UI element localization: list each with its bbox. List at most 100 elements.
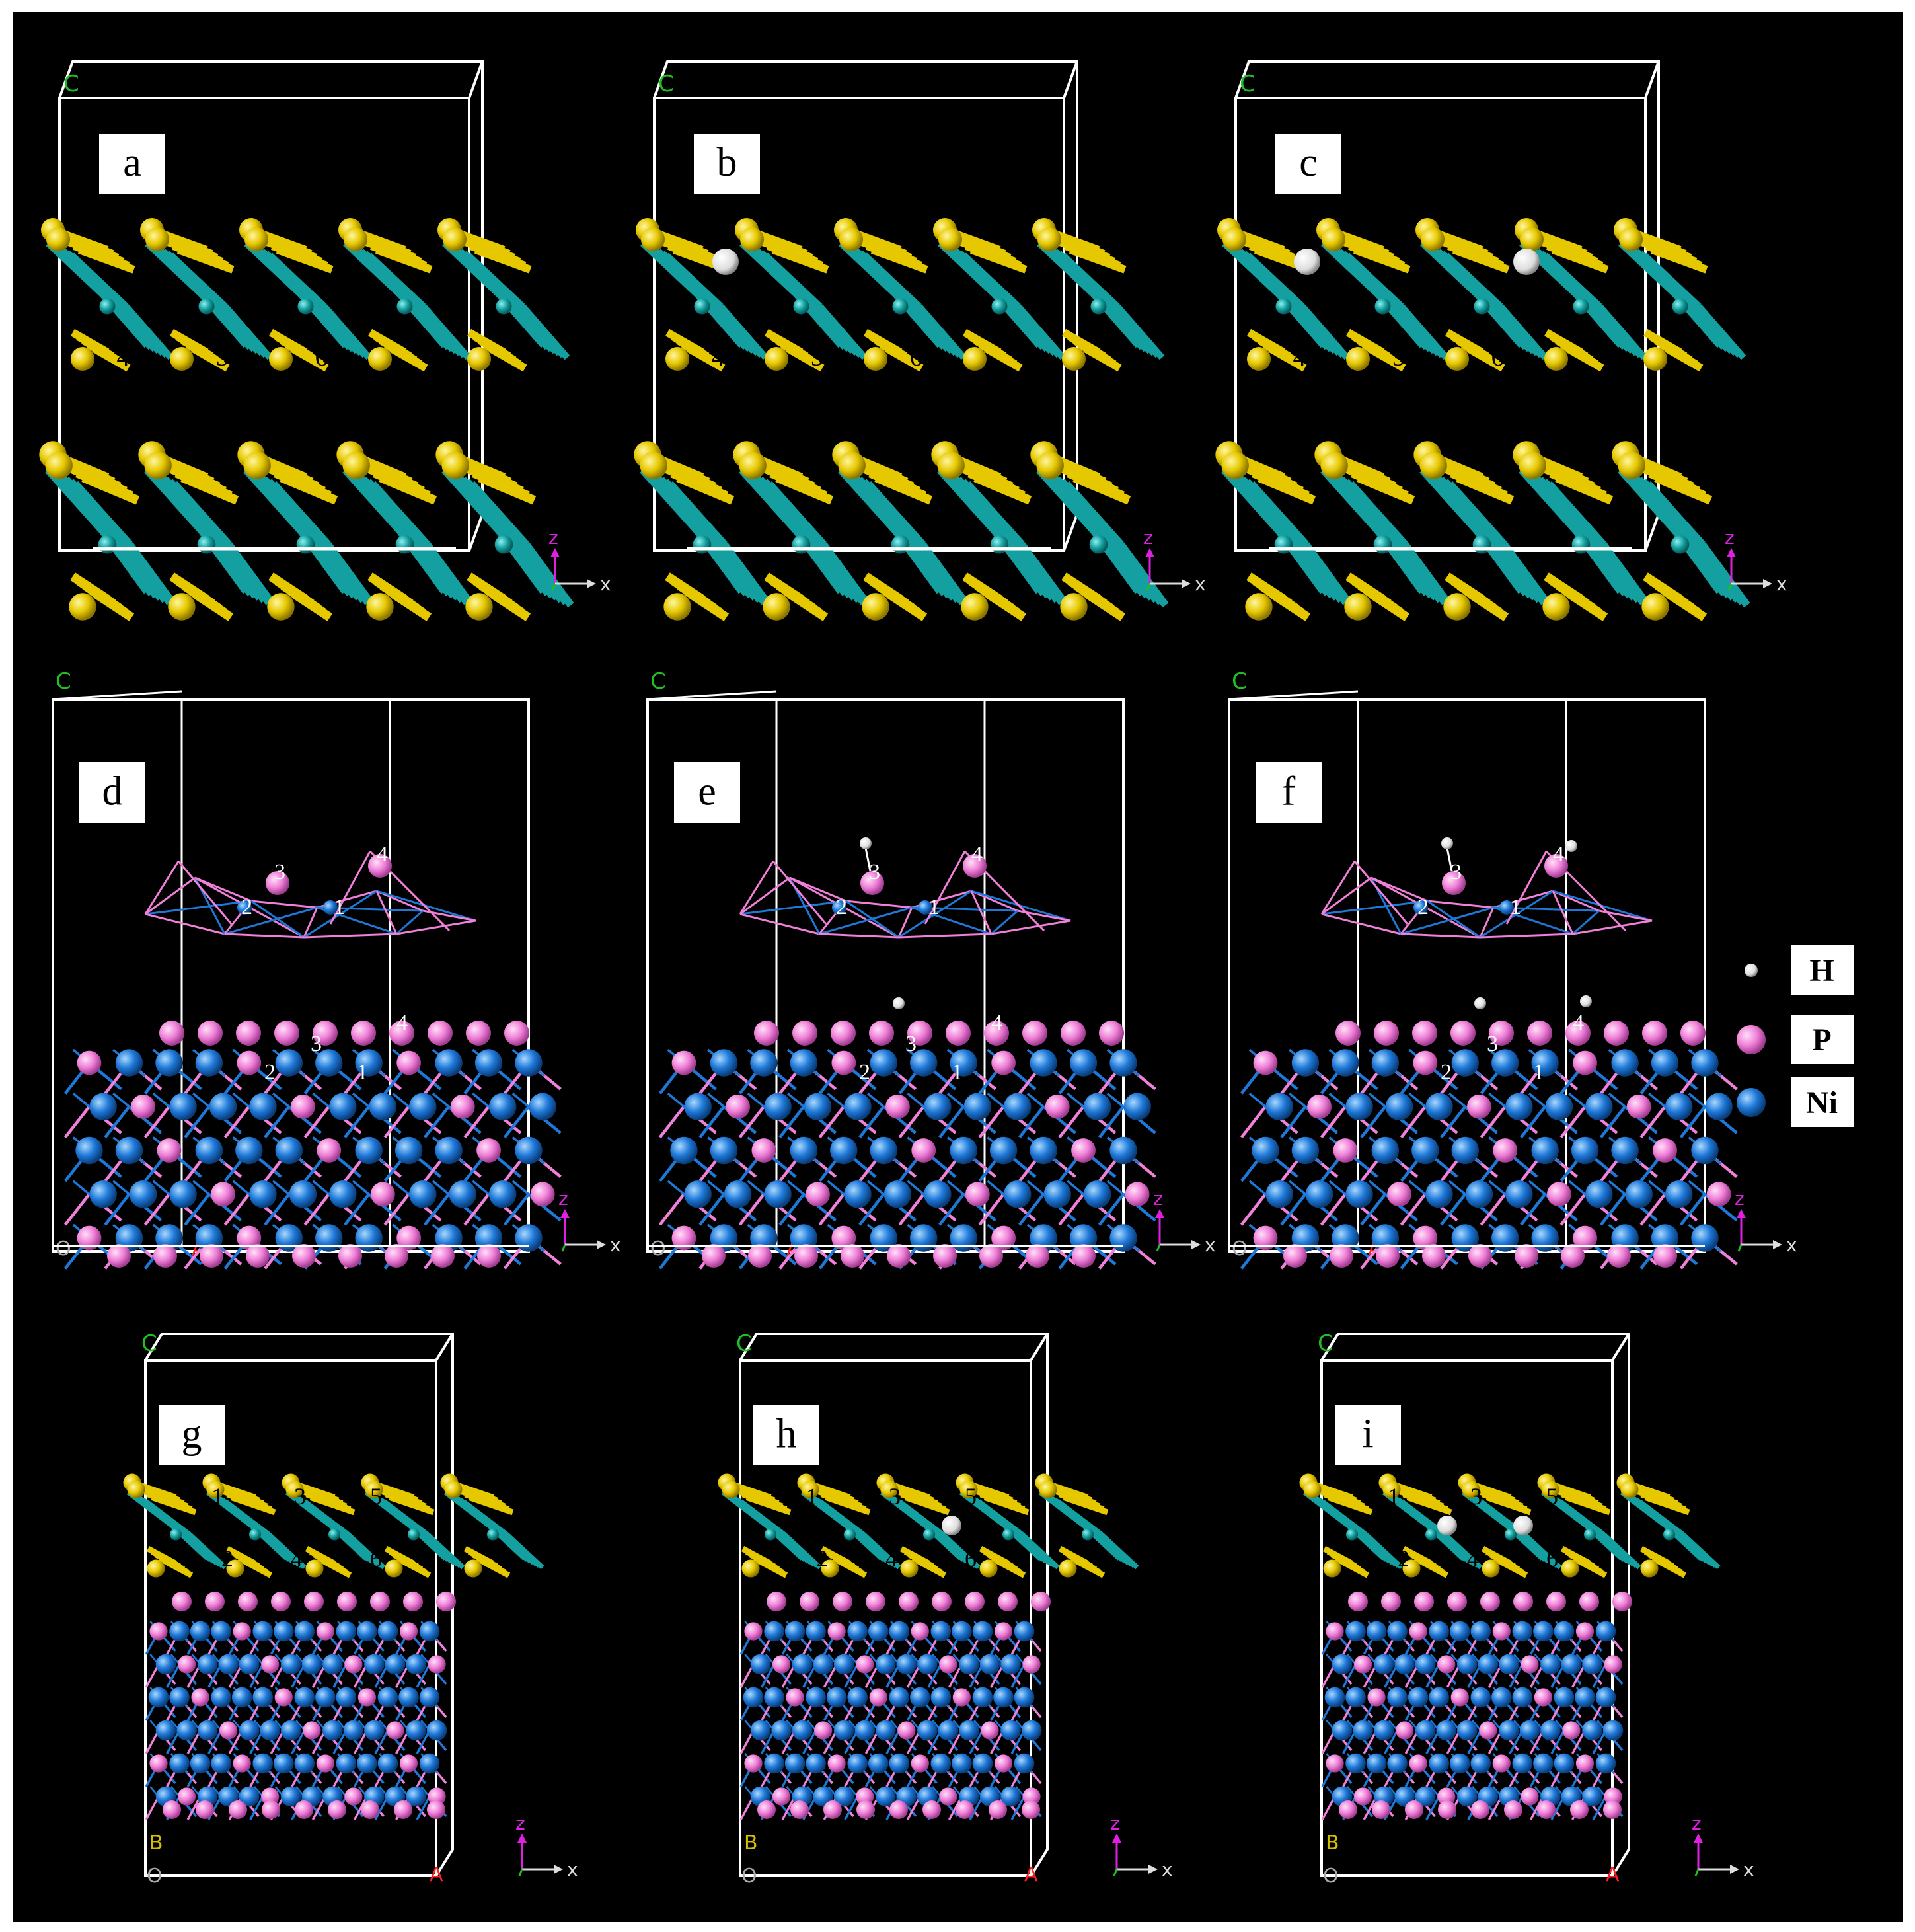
mo-s-bond — [505, 1532, 544, 1570]
ni-p-bond — [778, 1105, 806, 1139]
sulfur-atom — [243, 451, 271, 479]
s-bond — [771, 246, 829, 274]
sulfur-atom — [127, 1481, 145, 1498]
ni-p-bond — [1360, 1193, 1387, 1226]
nickel-atom — [75, 1136, 103, 1165]
phosphorus-atom — [1562, 1721, 1581, 1740]
phosphorus-atom — [1527, 1021, 1552, 1046]
nickel-atom — [449, 1180, 476, 1208]
nickel-atom — [406, 1654, 426, 1675]
site-number: 1 — [715, 213, 728, 243]
phosphorus-atom — [991, 1050, 1016, 1075]
phosphorus-atom — [907, 1021, 932, 1046]
nickel-atom — [764, 1180, 792, 1208]
ni-p-bond — [291, 1730, 306, 1754]
ni-p-bond — [383, 1193, 410, 1226]
ni-p-bond — [416, 1730, 431, 1754]
phosphorus-atom — [428, 1655, 446, 1674]
phosphorus-atom — [427, 1800, 445, 1819]
nickel-atom — [833, 1786, 854, 1807]
nickel-atom — [1582, 1720, 1602, 1741]
nickel-atom — [1575, 1687, 1595, 1708]
nickel-atom — [1691, 1136, 1719, 1165]
cell-origin-label: O — [741, 1865, 757, 1888]
molybdenum-atom — [249, 1528, 261, 1541]
nickel-atom — [1366, 1621, 1387, 1642]
s-bond — [689, 590, 730, 621]
nickel-atom — [1373, 1720, 1394, 1741]
mo-s-bond — [72, 481, 133, 547]
s-bond — [1551, 246, 1609, 274]
ni-p-bond — [739, 1664, 755, 1688]
hydrogen-atom — [1580, 995, 1592, 1007]
nickel-atom — [1030, 1136, 1057, 1165]
phosphorus-atom — [1367, 1688, 1386, 1707]
nickel-atom — [239, 1654, 260, 1675]
nickel-atom — [764, 1687, 784, 1708]
site-number: 3 — [274, 860, 285, 884]
cluster-bond — [177, 861, 233, 925]
phosphorus-atom — [291, 1094, 315, 1119]
ni-p-bond — [1404, 1730, 1419, 1754]
nickel-atom — [301, 1654, 322, 1675]
mo-s-bond — [520, 304, 570, 360]
mo-s-bond — [721, 542, 772, 608]
ni-p-bond — [1592, 1730, 1607, 1754]
nickel-atom — [364, 1720, 385, 1741]
molybdenum-atom — [1373, 535, 1392, 554]
nickel-atom — [249, 1180, 277, 1208]
x-axis-label: x — [1162, 1859, 1173, 1880]
nickel-atom — [1014, 1621, 1035, 1642]
phosphorus-atom — [1376, 1244, 1400, 1268]
sulfur-atom — [1322, 227, 1345, 251]
ni-p-bond — [228, 1730, 243, 1754]
axis-triad: zx — [1110, 1812, 1173, 1880]
phosphorus-atom — [229, 1800, 247, 1819]
nickel-atom — [1345, 1180, 1373, 1208]
nickel-atom — [195, 1049, 223, 1077]
ni-p-bond — [1550, 1730, 1565, 1754]
ni-p-bond — [1592, 1796, 1607, 1820]
mo-s-bond — [941, 1532, 981, 1570]
ni-p-bond — [223, 1105, 250, 1139]
nickel-atom — [952, 1621, 972, 1642]
mo-s-bond — [1018, 542, 1070, 608]
ni-p-bond — [1384, 1664, 1399, 1688]
mo-s-bond — [346, 1532, 386, 1570]
legend-label: P — [1812, 1023, 1831, 1058]
phosphorus-atom — [792, 1021, 817, 1046]
nickel-atom — [355, 1224, 383, 1252]
cell-edge — [1228, 690, 1359, 701]
x-axis-arrow — [597, 1240, 606, 1249]
ni-p-bond — [1010, 1664, 1026, 1688]
panel-label: b — [694, 134, 760, 194]
nickel-atom — [1512, 1753, 1533, 1774]
mo-s-bond — [964, 481, 1025, 547]
phosphorus-atom — [991, 1225, 1016, 1251]
nickel-atom — [315, 1049, 343, 1077]
cluster-bond — [1479, 907, 1495, 938]
cluster-bond — [329, 851, 371, 925]
y-axis-line — [561, 1244, 566, 1252]
cell-edge — [435, 1333, 454, 1362]
nickel-atom — [273, 1753, 294, 1774]
s-bond — [293, 590, 333, 621]
ni-p-bond — [145, 1664, 160, 1688]
nickel-atom — [710, 1049, 738, 1077]
ni-p-bond — [1384, 1730, 1399, 1754]
cluster-bond — [924, 851, 966, 925]
s-bond — [1271, 590, 1311, 621]
s-bond — [474, 246, 532, 274]
cell-origin-label: O — [1323, 1865, 1339, 1888]
sulfur-atom — [821, 1559, 839, 1578]
sulfur-atom — [244, 227, 268, 251]
axis-triad: zx — [1153, 1188, 1216, 1256]
ni-p-bond — [1363, 1730, 1378, 1754]
s-bond — [77, 246, 135, 274]
ni-p-bond — [353, 1730, 368, 1754]
sulfur-atom — [963, 347, 987, 371]
s-bond — [491, 590, 531, 621]
ni-p-bond — [264, 1193, 291, 1226]
nickel-atom — [1499, 1720, 1519, 1741]
